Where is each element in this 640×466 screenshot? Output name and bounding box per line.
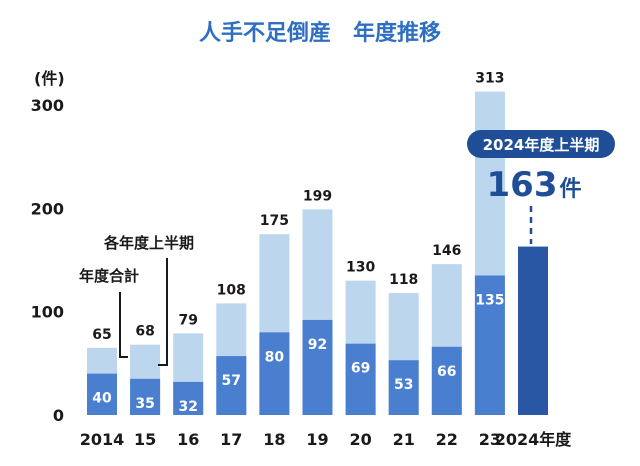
bar-half	[474, 275, 505, 415]
y-axis: 0 100 200 300	[31, 96, 64, 425]
x-tick-label: 22	[436, 430, 458, 449]
highlight-pill	[467, 130, 615, 158]
highlight-callout: 2024年度上半期 163件	[467, 130, 615, 244]
y-tick-label: 0	[53, 406, 64, 425]
x-tick-label: 21	[393, 430, 415, 449]
bar-half-label: 69	[351, 361, 370, 377]
data-labels: 65 40 68 35 79 32 108 57 175 80 199 92 130 69 118 53 146…	[92, 71, 504, 415]
highlight-pill-label: 2024年度上半期	[483, 136, 600, 154]
x-tick-label: 15	[134, 430, 156, 449]
bar-half-label: 40	[92, 391, 112, 407]
bar-half-label: 32	[178, 399, 197, 415]
x-tick-label: 17	[220, 430, 242, 449]
bar-total-label: 118	[389, 272, 418, 288]
bar-half	[216, 356, 247, 415]
bar-total-label: 175	[260, 213, 289, 229]
annotation-total: 年度合計	[79, 267, 139, 358]
bar-half-label: 80	[265, 349, 285, 365]
bars	[87, 91, 548, 416]
bar-total-label: 68	[135, 324, 154, 340]
x-tick-label: 18	[263, 430, 285, 449]
bar-half	[173, 381, 204, 415]
bar-half	[345, 343, 376, 415]
bar-total-label: 108	[217, 282, 246, 298]
bar-half-label: 57	[222, 373, 241, 389]
y-tick-label: 300	[31, 96, 64, 115]
y-tick-label: 100	[31, 303, 64, 322]
highlight-value-line: 163件	[487, 165, 582, 205]
x-tick-label: 2024年度	[495, 430, 573, 449]
y-tick-label: 200	[31, 199, 64, 218]
x-tick-label: 16	[177, 430, 199, 449]
bar-half-label: 53	[394, 377, 413, 393]
bar-total-label: 313	[475, 71, 504, 87]
highlight-value: 163	[487, 165, 558, 205]
annotation-half-label: 各年度上半期	[103, 234, 194, 252]
bar-half	[431, 346, 462, 415]
highlight-unit: 件	[559, 177, 581, 202]
chart-title: 人手不足倒産 年度推移	[199, 20, 441, 46]
bar-highlight	[518, 246, 548, 415]
x-tick-label: 2014	[80, 430, 125, 449]
bar-half-label: 35	[135, 396, 154, 412]
bar-half-label: 135	[475, 293, 504, 309]
bar-half	[130, 378, 161, 415]
bar-total-label: 199	[303, 188, 332, 204]
bar-half	[87, 373, 117, 415]
annotation-total-label: 年度合計	[79, 267, 139, 285]
bar-total-label: 146	[432, 243, 461, 259]
bar-half-label: 66	[437, 364, 456, 380]
y-axis-unit-label: (件)	[34, 69, 65, 88]
bar-half	[388, 360, 419, 415]
bar-total-label: 79	[178, 312, 197, 328]
x-tick-label: 23	[479, 430, 501, 449]
bar-total-label: 65	[92, 327, 111, 343]
annotation-total-bracket	[119, 292, 128, 358]
x-tick-label: 19	[306, 430, 328, 449]
x-tick-label: 20	[349, 430, 371, 449]
bar-half	[259, 332, 290, 415]
bar-half	[302, 319, 333, 415]
bar-half-label: 92	[308, 337, 327, 353]
annotation-half: 各年度上半期	[103, 234, 194, 366]
annotation-half-bracket	[158, 258, 168, 366]
bar-total-label: 130	[346, 260, 375, 276]
